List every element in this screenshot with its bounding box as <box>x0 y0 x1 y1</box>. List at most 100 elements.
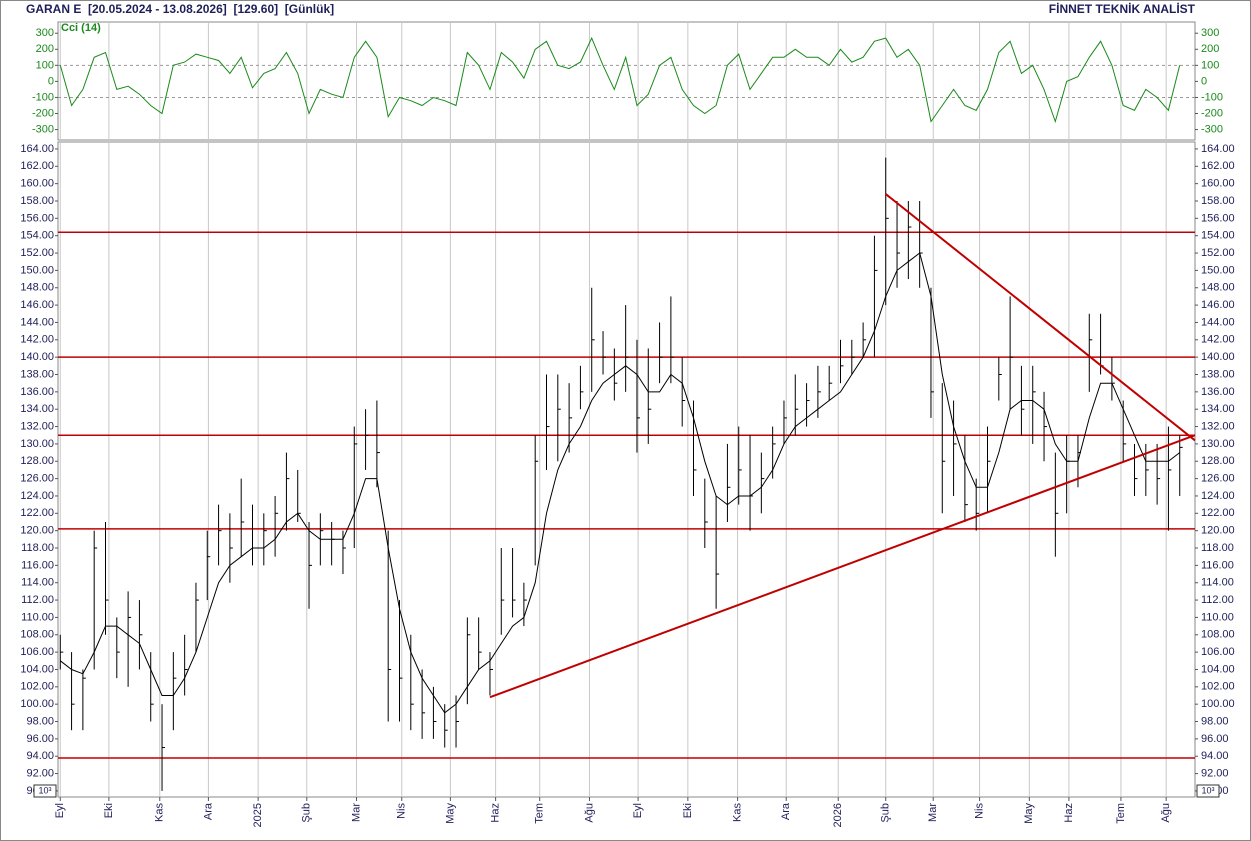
x-tick-label: Eyl <box>632 803 644 818</box>
y-tick-label-right: 132.00 <box>1201 420 1235 432</box>
scale-label: 10³ <box>1201 785 1214 795</box>
y-tick-label: 98.00 <box>26 715 54 727</box>
y-tick-label: 102.00 <box>20 681 54 693</box>
y-tick-label: 152.00 <box>20 247 54 259</box>
scale-box <box>33 784 57 798</box>
y-tick-label-right: 156.00 <box>1201 212 1235 224</box>
x-tick-label: Şub <box>301 803 313 823</box>
indicator-label: Cci (14) <box>61 22 101 34</box>
y-tick-label: 144.00 <box>20 316 54 328</box>
y-tick-label-right: -300 <box>1201 123 1223 135</box>
y-tick-label-right: 142.00 <box>1201 334 1235 346</box>
y-tick-label: 200 <box>36 43 54 55</box>
header-right: FİNNET TEKNİK ANALİST <box>1049 1 1196 16</box>
y-tick-label-right: -200 <box>1201 107 1223 119</box>
y-tick-label: 164.00 <box>20 143 54 155</box>
y-tick-label: 118.00 <box>21 542 54 554</box>
y-tick-label-right: 108.00 <box>1201 629 1235 641</box>
y-tick-label-right: 110.00 <box>1201 611 1234 623</box>
y-tick-label-right: 92.00 <box>1201 767 1229 779</box>
y-tick-label-right: 118.00 <box>1201 542 1234 554</box>
y-tick-label-right: -100 <box>1201 91 1223 103</box>
y-tick-label: 96.00 <box>26 733 54 745</box>
y-tick-label: 92.00 <box>26 767 54 779</box>
y-tick-label: 0 <box>48 75 54 87</box>
x-tick-label: Nis <box>973 803 985 819</box>
y-tick-label: 134.00 <box>20 403 54 415</box>
y-tick-label: 162.00 <box>20 160 54 172</box>
y-tick-label-right: 162.00 <box>1201 160 1235 172</box>
scale-box <box>1196 784 1220 798</box>
y-tick-label: 132.00 <box>20 420 54 432</box>
x-tick-label: Tem <box>534 803 546 824</box>
y-tick-label-right: 158.00 <box>1201 195 1235 207</box>
x-tick-label: Ağu <box>583 803 595 823</box>
y-tick-label-right: 134.00 <box>1201 403 1235 415</box>
y-tick-label-right: 100 <box>1201 59 1219 71</box>
y-tick-label-right: 100.00 <box>1201 698 1235 710</box>
y-tick-label-right: 98.00 <box>1201 715 1229 727</box>
y-tick-label: 126.00 <box>20 473 54 485</box>
x-tick-label: Ağu <box>1160 803 1172 823</box>
y-tick-label: 158.00 <box>20 195 54 207</box>
y-tick-label: 130.00 <box>20 438 54 450</box>
y-tick-label-right: 140.00 <box>1201 351 1235 363</box>
y-tick-label-right: 154.00 <box>1201 230 1235 242</box>
y-tick-label: 110.00 <box>21 611 54 623</box>
trend-line <box>885 193 1196 442</box>
y-tick-label: 120.00 <box>20 525 54 537</box>
y-tick-label: 116.00 <box>21 559 54 571</box>
x-tick-label: Tem <box>1115 803 1127 824</box>
x-tick-label: May <box>1023 803 1035 824</box>
y-tick-label: 142.00 <box>20 334 54 346</box>
y-tick-label-right: 124.00 <box>1201 490 1235 502</box>
y-tick-label-right: 160.00 <box>1201 178 1235 190</box>
cci-line <box>59 36 1181 124</box>
y-tick-label-right: 144.00 <box>1201 316 1235 328</box>
y-tick-label: -200 <box>32 107 54 119</box>
scale-label: 10³ <box>38 785 51 795</box>
y-tick-label: 114.00 <box>21 577 54 589</box>
y-tick-label: 100.00 <box>20 698 54 710</box>
y-tick-label-right: 128.00 <box>1201 455 1235 467</box>
y-tick-label: 128.00 <box>20 455 54 467</box>
y-tick-label-right: 94.00 <box>1201 750 1229 762</box>
y-tick-label-right: 116.00 <box>1201 559 1234 571</box>
moving-average <box>59 252 1181 714</box>
y-tick-label: 124.00 <box>20 490 54 502</box>
x-tick-label: Mar <box>927 803 939 822</box>
y-tick-label: 140.00 <box>20 351 54 363</box>
x-tick-label: May <box>444 803 456 824</box>
y-tick-label: 148.00 <box>20 282 54 294</box>
y-tick-label: -300 <box>32 123 54 135</box>
y-tick-label-right: 122.00 <box>1201 507 1235 519</box>
y-tick-label-right: 300 <box>1201 27 1219 39</box>
y-tick-label: 150.00 <box>20 264 54 276</box>
x-tick-label: Eki <box>103 803 115 818</box>
y-tick-label: 106.00 <box>20 646 54 658</box>
x-tick-label: Nis <box>396 803 408 819</box>
y-tick-label: 156.00 <box>20 212 54 224</box>
y-tick-label-right: 150.00 <box>1201 264 1235 276</box>
y-tick-label-right: 152.00 <box>1201 247 1235 259</box>
y-tick-label-right: 104.00 <box>1201 663 1235 675</box>
x-tick-label: Ara <box>780 802 792 820</box>
y-tick-label: 160.00 <box>20 178 54 190</box>
x-tick-label: Kas <box>154 803 166 822</box>
y-tick-label-right: 120.00 <box>1201 525 1235 537</box>
y-tick-label: 100 <box>36 59 54 71</box>
header-left: GARAN E [20.05.2024 - 13.08.2026] [129.6… <box>26 2 334 16</box>
y-tick-label-right: 200 <box>1201 43 1219 55</box>
x-tick-label: Haz <box>1063 803 1075 823</box>
y-tick-label-right: 136.00 <box>1201 386 1235 398</box>
y-tick-label-right: 130.00 <box>1201 438 1235 450</box>
y-tick-label: 94.00 <box>26 750 54 762</box>
y-tick-label: 108.00 <box>20 629 54 641</box>
y-tick-label-right: 146.00 <box>1201 299 1235 311</box>
y-tick-label: 138.00 <box>20 368 54 380</box>
y-tick-label: 300 <box>36 27 54 39</box>
x-tick-label: 2026 <box>832 803 844 827</box>
trend-line <box>489 434 1196 699</box>
x-tick-label: Haz <box>490 803 502 823</box>
